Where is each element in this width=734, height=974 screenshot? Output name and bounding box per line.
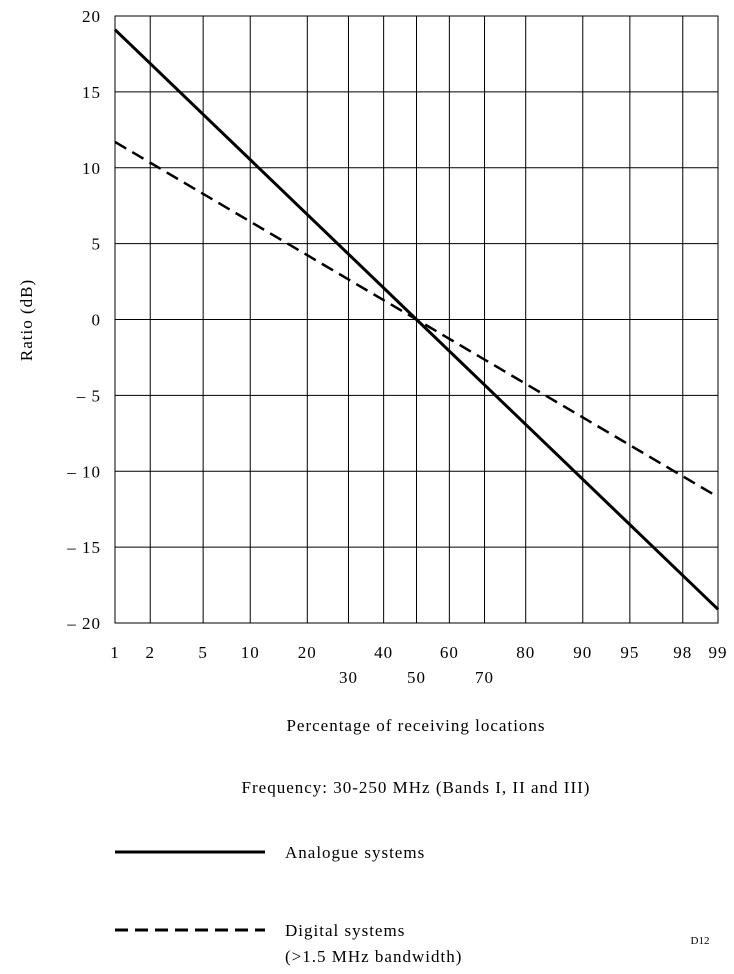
series-line-digital <box>114 140 719 499</box>
x-tick-label: 2 <box>145 643 155 662</box>
grid <box>114 15 719 624</box>
legend-label-digital-bandwidth: (>1.5 MHz bandwidth) <box>285 947 462 966</box>
y-tick-label: 10 <box>82 159 101 178</box>
chart-subtitle: Frequency: 30-250 MHz (Bands I, II and I… <box>242 778 591 797</box>
legend: Analogue systems Digital systems (>1.5 M… <box>115 843 462 966</box>
x-tick-label: 30 <box>339 668 358 687</box>
x-tick-label: 20 <box>298 643 317 662</box>
x-tick-label: 40 <box>374 643 393 662</box>
x-tick-label: 95 <box>620 643 639 662</box>
x-tick-label: 10 <box>241 643 260 662</box>
y-tick-label: 5 <box>92 235 102 254</box>
x-tick-label: 80 <box>516 643 535 662</box>
x-tick-label: 50 <box>407 668 426 687</box>
y-tick-labels: 20 15 10 5 0 – 5 – 10 – 15 – 20 <box>66 7 102 633</box>
x-tick-label: 98 <box>673 643 692 662</box>
x-tick-label: 90 <box>573 643 592 662</box>
x-tick-label: 60 <box>440 643 459 662</box>
figure-tag: D12 <box>691 935 710 947</box>
y-tick-label: – 10 <box>66 462 101 481</box>
plot-frame <box>114 15 719 624</box>
series-layer <box>113 28 720 611</box>
y-tick-label: 15 <box>82 83 101 102</box>
y-axis-title: Ratio (dB) <box>17 279 36 361</box>
y-tick-label: 0 <box>92 311 102 330</box>
legend-label-digital: Digital systems <box>285 921 405 940</box>
x-tick-label: 70 <box>475 668 494 687</box>
x-tick-label: 5 <box>198 643 208 662</box>
y-tick-label: – 15 <box>66 538 101 557</box>
x-axis-title: Percentage of receiving locations <box>286 716 545 735</box>
y-tick-label: 20 <box>82 7 101 26</box>
x-tick-label: 99 <box>709 643 728 662</box>
legend-label-analogue: Analogue systems <box>285 843 425 862</box>
x-tick-labels: 1 2 5 10 20 30 40 50 60 70 80 90 95 98 99 <box>110 643 728 687</box>
x-tick-label: 1 <box>110 643 120 662</box>
y-tick-label: – 5 <box>76 386 101 405</box>
y-tick-label: – 20 <box>66 614 101 633</box>
